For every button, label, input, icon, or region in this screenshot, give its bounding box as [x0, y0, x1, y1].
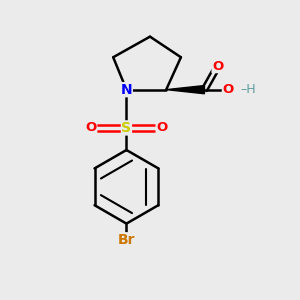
- Text: Br: Br: [118, 233, 135, 247]
- Text: O: O: [85, 122, 97, 134]
- Text: N: N: [121, 82, 132, 97]
- Text: O: O: [156, 122, 167, 134]
- Polygon shape: [166, 85, 205, 94]
- Text: –H: –H: [240, 83, 256, 96]
- Text: O: O: [222, 83, 234, 96]
- Text: O: O: [212, 60, 223, 73]
- Text: S: S: [122, 121, 131, 135]
